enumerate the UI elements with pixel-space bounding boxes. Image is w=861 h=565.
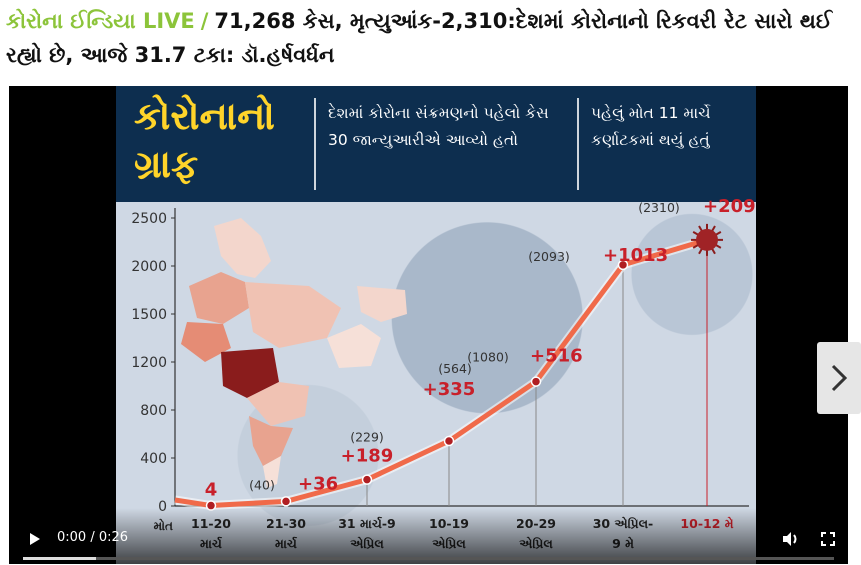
progress-bar[interactable] (23, 557, 834, 560)
y-tick-label: 0 (158, 499, 167, 515)
chart-series (174, 235, 709, 511)
map-north (214, 218, 271, 278)
increment-label: 4 (205, 480, 218, 501)
data-point (530, 376, 542, 387)
map-central (245, 282, 341, 348)
video-player[interactable]: કોરોનાનો ગ્રાફ દેશમાં કોરોના સંક્રમણનો પ… (9, 86, 848, 564)
map-tip (263, 456, 281, 488)
y-tick-label: 1500 (131, 307, 167, 323)
banner-first-case-text: દેશમાં કોરોના સંક્રમણનો પહેલો કેસ 30 જાન… (328, 104, 549, 149)
banner-divider (314, 98, 316, 190)
map-maharashtra (221, 348, 279, 398)
increment-label: +189 (341, 446, 394, 467)
banner-divider (577, 98, 579, 190)
play-button[interactable] (23, 528, 45, 550)
cumulative-label: (229) (350, 430, 384, 445)
data-point (443, 435, 455, 447)
chart-banner: કોરોનાનો ગ્રાફ દેશમાં કોરોના સંક્રમણનો પ… (116, 86, 756, 202)
banner-first-death-text: પહેલું મોત 11 માર્ચે કર્ણાટકમાં થયું હતુ… (591, 104, 711, 149)
map-east (327, 324, 381, 368)
y-tick-label: 400 (140, 451, 167, 467)
cumulative-label: (2093) (528, 249, 570, 264)
increment-label: +516 (530, 346, 583, 367)
increment-label: +1013 (603, 245, 668, 266)
y-tick-label: 2500 (131, 211, 167, 227)
headline[interactable]: કોરોના ઈન્ડિયા LIVE/71,268 કેસ, મૃત્યુઆં… (6, 4, 858, 72)
chevron-right-icon (831, 364, 848, 392)
headline-separator: / (200, 9, 209, 33)
chart-labels: 4 (40) +36 (229)+189 (564) +335 (1080) +516 (209… (205, 196, 756, 501)
data-point (361, 474, 373, 485)
volume-button[interactable] (779, 528, 801, 550)
series-line (174, 237, 708, 509)
increment-label: +209 (703, 196, 756, 217)
progress-bar-fill (23, 557, 96, 560)
banner-title: કોરોનાનો ગ્રાફ (134, 94, 275, 186)
map-west (181, 322, 231, 362)
cumulative-label: (2310) (638, 200, 680, 215)
death-chart: 04008001200150020002500મોત11-20માર્ચ21-3… (131, 196, 756, 551)
map-northwest (189, 272, 249, 324)
map-deccan (247, 382, 309, 426)
virus-icon (691, 223, 723, 256)
headline-text[interactable]: 71,268 કેસ, મૃત્યુઆંક-2,310:દેશમાં કોરોન… (6, 9, 833, 67)
cumulative-label: (40) (249, 477, 275, 492)
data-point (617, 259, 629, 271)
video-controls: 0:00 / 0:26 (9, 508, 848, 564)
y-tick-label: 2000 (131, 259, 167, 275)
y-tick-label: 1200 (131, 355, 167, 371)
cumulative-label: (564) (438, 361, 472, 376)
increment-label: +335 (423, 379, 476, 400)
map-south (249, 416, 293, 466)
increment-label: +36 (298, 473, 338, 494)
virus-body (696, 228, 718, 251)
map-northeast (357, 286, 407, 322)
volume-icon (783, 532, 797, 546)
live-label[interactable]: કોરોના ઈન્ડિયા LIVE (6, 9, 195, 33)
time-display: 0:00 / 0:26 (57, 530, 129, 545)
india-map-image (181, 218, 407, 488)
data-point (280, 496, 292, 507)
y-tick-label: 800 (140, 403, 167, 419)
fullscreen-button[interactable] (817, 528, 839, 550)
fullscreen-icon (821, 532, 835, 546)
cumulative-label: (1080) (467, 350, 509, 365)
next-slide-button[interactable] (817, 342, 861, 414)
play-icon (30, 533, 40, 545)
